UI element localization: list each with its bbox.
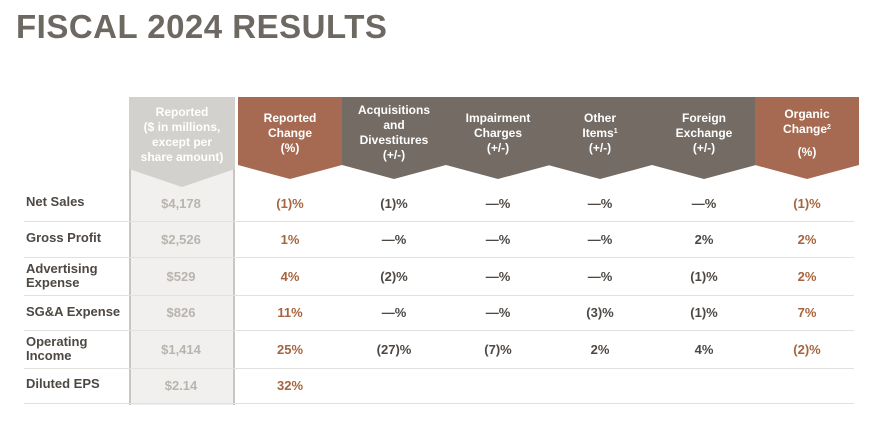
header-text: Impairment — [465, 110, 531, 125]
table-row: Diluted EPS $2.14 32% — [24, 368, 854, 404]
cell-other-items: 2% — [590, 342, 610, 357]
header-text: Change — [267, 125, 312, 140]
header-text: Acquisitions — [357, 103, 430, 117]
row-label-line: Advertising — [26, 261, 98, 276]
footnote-marker: 2 — [827, 123, 831, 131]
cell-foreign-exchange: —% — [691, 196, 717, 211]
row-label-line: Diluted EPS — [26, 376, 100, 391]
cell-reported-change: 25% — [276, 342, 304, 357]
row-label-line: Operating — [26, 334, 88, 349]
row-label: Gross Profit — [26, 231, 101, 245]
header-reported: Reported ($ in millions, except per shar… — [129, 97, 235, 187]
cell-impairment: (7)% — [484, 342, 512, 357]
row-label: SG&A Expense — [26, 305, 120, 319]
table-row: Operating Income $1,414 25% (27)% (7)% 2% 4% (2)… — [24, 331, 854, 369]
header-text: Foreign — [682, 110, 726, 125]
column-divider — [129, 97, 131, 405]
cell-acquisitions: —% — [381, 232, 407, 247]
column-divider — [233, 97, 235, 405]
cell-reported: $2,526 — [161, 232, 201, 247]
cell-reported-change: 32% — [276, 378, 304, 393]
header-other-items: Other Items1 (+/-) — [548, 97, 652, 179]
page-title: FISCAL 2024 RESULTS — [16, 8, 388, 45]
table-row: Net Sales $4,178 (1)% (1)% —% —% —% (1)% — [24, 186, 854, 222]
cell-reported: $1,414 — [161, 342, 201, 357]
header-acquisitions: Acquisitions and Divestitures (+/-) — [342, 97, 446, 179]
row-label: Diluted EPS — [26, 377, 100, 391]
header-text: Divestitures — [359, 133, 429, 147]
header-text: (+/-) — [588, 140, 612, 155]
row-label-line: Expense — [26, 275, 80, 290]
cell-organic: 2% — [797, 232, 817, 247]
cell-other-items: —% — [587, 232, 613, 247]
cell-organic: 2% — [797, 269, 817, 284]
header-text: (%) — [280, 140, 300, 155]
header-text: except per — [151, 135, 213, 149]
cell-foreign-exchange: (1)% — [690, 305, 718, 320]
cell-foreign-exchange: 4% — [694, 342, 714, 357]
header-impairment: Impairment Charges (+/-) — [446, 97, 550, 179]
cell-acquisitions: (1)% — [380, 196, 408, 211]
cell-reported: $4,178 — [161, 196, 201, 211]
cell-acquisitions: —% — [381, 305, 407, 320]
header-text: Organic — [784, 106, 830, 121]
cell-other-items: —% — [587, 269, 613, 284]
table-row: Advertising Expense $529 4% (2)% —% —% (1)% 2% — [24, 258, 854, 296]
cell-reported: $529 — [166, 269, 196, 284]
cell-reported: $826 — [166, 305, 196, 320]
cell-foreign-exchange: (1)% — [690, 269, 718, 284]
header-text: Items1 — [582, 125, 618, 140]
header-text: ($ in millions, — [143, 120, 221, 134]
header-reported-change: Reported Change (%) — [238, 97, 342, 179]
header-text: Exchange — [675, 125, 733, 140]
header-text: (+/-) — [382, 148, 406, 162]
cell-organic: (2)% — [793, 342, 821, 357]
header-text: Reported — [155, 105, 209, 119]
cell-organic: 7% — [797, 305, 817, 320]
row-label-line: Net Sales — [26, 194, 85, 209]
cell-acquisitions: (2)% — [380, 269, 408, 284]
header-text: (+/-) — [692, 140, 716, 155]
row-label-line: Gross Profit — [26, 230, 102, 245]
row-label: Net Sales — [26, 195, 85, 209]
cell-impairment: —% — [485, 196, 511, 211]
header-text: Other — [583, 110, 616, 125]
header-text: (%) — [797, 144, 817, 159]
cell-impairment: —% — [485, 269, 511, 284]
cell-reported-change: 4% — [280, 269, 300, 284]
cell-impairment: —% — [485, 305, 511, 320]
cell-impairment: —% — [485, 232, 511, 247]
cell-reported: $2.14 — [164, 378, 198, 393]
cell-reported-change: 1% — [280, 232, 300, 247]
row-label-line: SG&A Expense — [26, 304, 121, 319]
row-label: Advertising Expense — [26, 262, 98, 290]
row-label: Operating Income — [26, 335, 87, 363]
header-text: (+/-) — [486, 140, 510, 155]
header-text: share amount) — [140, 150, 224, 164]
cell-reported-change: (1)% — [276, 196, 304, 211]
header-text: Charges — [473, 125, 523, 140]
footnote-marker: 1 — [613, 127, 618, 135]
header-organic-change: Organic Change2 (%) — [755, 97, 859, 179]
cell-other-items: (3)% — [586, 305, 614, 320]
header-text: and — [383, 118, 405, 132]
header-text: Reported — [263, 110, 317, 125]
cell-other-items: —% — [587, 196, 613, 211]
cell-foreign-exchange: 2% — [694, 232, 714, 247]
cell-acquisitions: (27)% — [376, 342, 412, 357]
header-text: Change2 — [783, 121, 831, 136]
cell-organic: (1)% — [793, 196, 821, 211]
cell-reported-change: 11% — [277, 305, 303, 320]
table-row: SG&A Expense $826 11% —% —% (3)% (1)% 7% — [24, 296, 854, 331]
table-row: Gross Profit $2,526 1% —% —% —% 2% 2% — [24, 222, 854, 258]
header-foreign-exchange: Foreign Exchange (+/-) — [652, 97, 756, 179]
row-label-line: Income — [26, 348, 72, 363]
